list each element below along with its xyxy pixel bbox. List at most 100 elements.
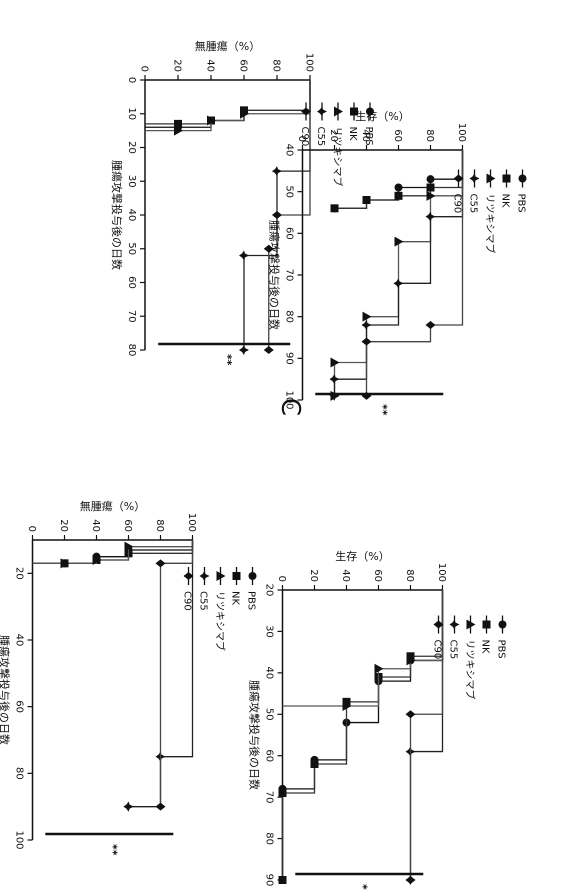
x-tick-label: 40 <box>14 634 25 647</box>
legend-entry: C55 <box>448 640 459 660</box>
series-line <box>33 540 193 563</box>
y-tick-label: 0 <box>139 66 150 72</box>
x-tick-label: 40 <box>126 209 137 222</box>
x-tick-label: 70 <box>126 310 137 323</box>
y-tick-label: 100 <box>186 513 197 532</box>
legend-entry: リツキシマブ <box>484 194 497 254</box>
y-tick-label: 100 <box>304 53 315 72</box>
y-tick-label: 0 <box>276 576 287 582</box>
legend-marker <box>450 620 460 630</box>
data-point <box>395 184 403 192</box>
y-tick-label: 0 <box>296 136 307 142</box>
series-line <box>411 590 443 880</box>
data-point <box>239 345 249 355</box>
y-tick-label: 20 <box>308 569 319 582</box>
x-tick-label: 30 <box>264 625 275 638</box>
x-tick-label: 100 <box>14 830 25 849</box>
x-tick-label: 80 <box>264 832 275 845</box>
data-point <box>406 876 416 884</box>
x-axis-label: 腫瘍攻撃投与後の日数 <box>0 635 12 745</box>
x-tick-label: 0 <box>126 77 137 83</box>
legend-entry: C55 <box>468 194 479 214</box>
panel-label: C <box>275 387 305 427</box>
x-tick-label: 80 <box>284 310 295 323</box>
data-point <box>279 876 287 884</box>
legend-marker <box>317 107 327 117</box>
series-line <box>411 590 443 880</box>
x-tick-label: 30 <box>126 175 137 188</box>
y-axis-label: 無腫瘍（%） <box>80 499 145 513</box>
x-tick-label: 90 <box>284 352 295 365</box>
data-point <box>156 559 166 567</box>
data-point <box>331 204 339 212</box>
y-tick-label: 40 <box>90 519 101 532</box>
data-point <box>427 175 435 183</box>
y-tick-label: 100 <box>436 563 447 582</box>
legend-marker <box>233 572 241 580</box>
series-line <box>145 80 310 124</box>
data-point <box>239 251 249 261</box>
data-point <box>272 211 282 219</box>
y-tick-label: 0 <box>26 526 37 532</box>
x-tick-label: 60 <box>284 227 295 240</box>
x-tick-label: 80 <box>126 344 137 357</box>
significance-label: ** <box>221 354 234 366</box>
data-point <box>426 212 436 222</box>
y-tick-label: 40 <box>205 59 216 72</box>
x-axis-label: 腫瘍攻撃投与後の日数 <box>110 160 124 270</box>
x-axis-label: 腫瘍攻撃投与後の日数 <box>248 680 262 790</box>
x-tick-label: 20 <box>264 584 275 597</box>
x-tick-label: 40 <box>284 144 295 157</box>
x-tick-label: 60 <box>264 749 275 762</box>
legend-entry: リツキシマブ <box>214 591 227 651</box>
data-point <box>279 789 287 797</box>
x-tick-label: 20 <box>126 141 137 154</box>
x-tick-label: 50 <box>284 185 295 198</box>
x-tick-label: 50 <box>126 242 137 255</box>
legend-entry: C90 <box>432 640 443 660</box>
legend-entry: NK <box>347 127 358 141</box>
legend-entry: C55 <box>198 591 209 611</box>
x-tick-label: 80 <box>14 767 25 780</box>
y-tick-label: 60 <box>238 59 249 72</box>
data-point <box>362 320 372 330</box>
data-point <box>426 321 436 329</box>
series-line <box>145 80 310 131</box>
x-tick-label: 60 <box>14 700 25 713</box>
significance-label: ** <box>376 404 389 416</box>
x-tick-label: 10 <box>126 107 137 120</box>
data-point <box>427 184 435 192</box>
legend-entry: リツキシマブ <box>464 640 477 700</box>
x-tick-label: 20 <box>14 567 25 580</box>
x-tick-label: 60 <box>126 276 137 289</box>
data-point <box>264 346 274 354</box>
y-tick-label: 60 <box>392 129 403 142</box>
legend-marker <box>483 621 491 629</box>
y-tick-label: 20 <box>58 519 69 532</box>
legend-entry: PBS <box>516 194 527 213</box>
data-point <box>311 760 319 768</box>
legend-entry: NK <box>480 640 491 654</box>
series-line <box>283 590 443 880</box>
y-axis-label: 無腫瘍（%） <box>195 39 260 53</box>
y-tick-label: 60 <box>122 519 133 532</box>
x-axis-label: 腫瘍攻撃投与後の日数 <box>268 220 282 330</box>
legend-marker <box>499 621 507 629</box>
x-tick-label: 40 <box>264 666 275 679</box>
y-tick-label: 100 <box>456 123 467 142</box>
legend-entry: NK <box>230 591 241 605</box>
legend-entry: PBS <box>246 591 257 610</box>
x-tick-label: 70 <box>284 269 295 282</box>
x-tick-label: 70 <box>264 791 275 804</box>
x-tick-label: 90 <box>264 874 275 887</box>
data-point <box>406 710 416 718</box>
series-line <box>283 590 443 880</box>
y-tick-label: 80 <box>404 569 415 582</box>
data-point <box>363 196 371 204</box>
y-axis-label: 生存（%） <box>335 549 389 563</box>
significance-label: ** <box>356 884 369 890</box>
legend-entry: C90 <box>452 194 463 214</box>
chart-2: 405060708090100020406080100腫瘍攻撃投与後の日数生存（… <box>268 109 527 416</box>
legend-entry: C90 <box>182 591 193 611</box>
chart-4: 2030405060708090020406080100腫瘍攻撃投与後の日数生存… <box>248 549 507 890</box>
